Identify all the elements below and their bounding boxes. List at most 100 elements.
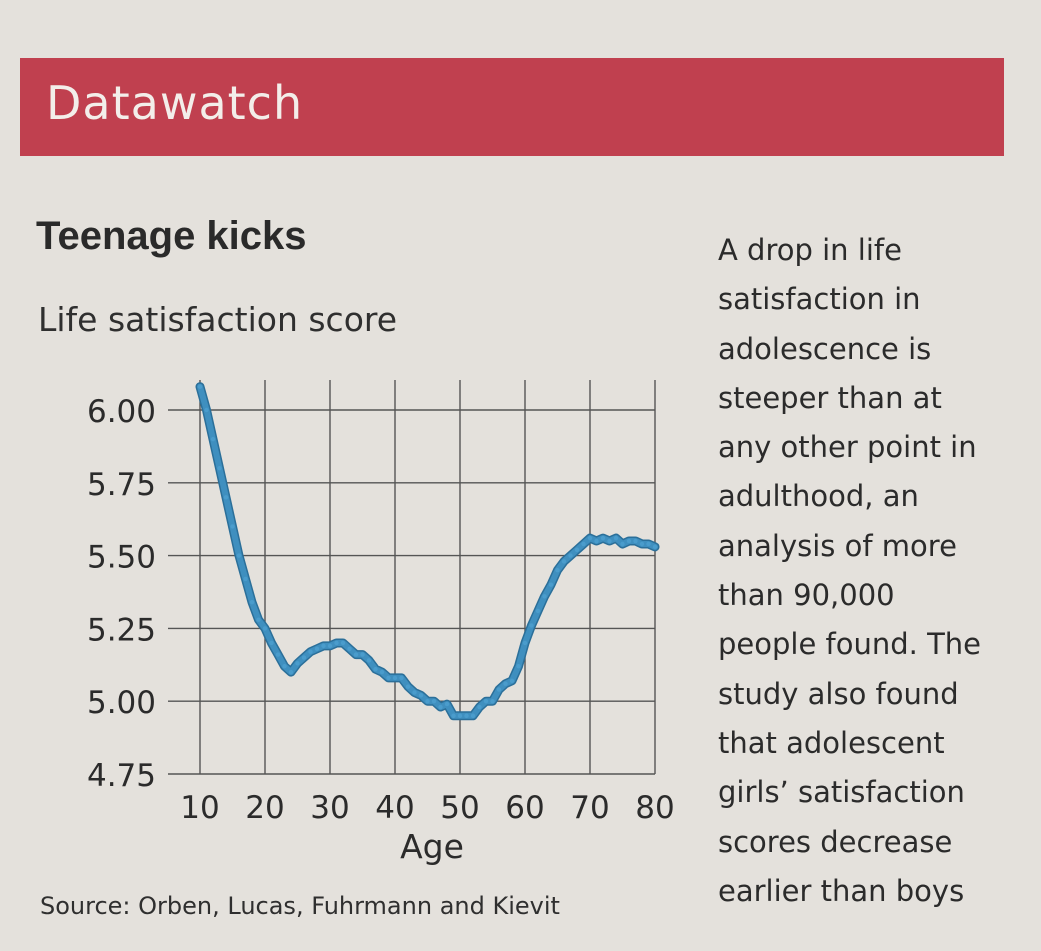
chart-series [195,382,660,721]
data-point [503,681,508,686]
data-point [282,664,287,669]
caption-line: people found. The [718,627,982,662]
caption-line: girls’ satisfaction [718,775,965,810]
data-point [425,699,430,704]
data-point [405,684,411,689]
caption-line: any other point in [718,430,977,465]
x-tick-label: 70 [570,790,609,826]
data-point [516,664,521,669]
data-point [607,538,612,544]
data-point [418,693,424,698]
data-point [587,535,593,541]
data-point [477,704,482,710]
data-point [340,640,346,646]
data-point [373,666,378,672]
data-point [626,538,632,544]
caption-line: A drop in life [718,233,902,267]
data-point [210,436,216,442]
caption-line: analysis of more [718,528,957,563]
banner-label: Datawatch [46,76,304,130]
data-point [613,535,619,541]
data-point [236,553,242,558]
data-point [600,535,606,541]
x-axis-label: Age [400,827,464,866]
data-point [197,384,203,389]
data-point [347,646,352,651]
data-point [392,675,398,681]
data-point [594,538,599,544]
data-point [314,646,320,651]
x-tick-label: 30 [310,790,349,826]
x-tick-label: 60 [505,790,544,826]
x-tick-label: 50 [440,790,479,826]
data-point [321,643,326,649]
data-point [451,713,456,718]
data-point [555,567,560,573]
chart-gridlines [168,380,656,775]
source-note: Source: Orben, Lucas, Fuhrmann and Kievi… [40,892,560,920]
caption-line: earlier than boys [718,873,965,908]
data-point [249,599,255,605]
data-point [457,713,463,718]
data-point [464,713,469,718]
series-line-outline [195,382,660,721]
chart-title: Teenage kicks [36,214,307,258]
y-tick-label: 5.75 [87,467,156,503]
data-point [574,547,580,552]
section-banner: Datawatch [20,58,1004,156]
caption-line: satisfaction in [718,282,921,317]
data-point [301,655,307,660]
data-point [633,538,638,544]
data-point [353,652,359,657]
data-point [522,640,528,646]
data-point [548,582,554,587]
caption-line: adulthood, an [718,479,919,514]
caption-text: A drop in life satisfaction in adolescen… [718,226,1018,916]
data-point [438,704,443,710]
data-point [496,687,502,692]
data-point [470,713,476,718]
data-point [288,669,294,675]
y-tick-label: 5.50 [87,540,156,576]
data-point [223,495,229,500]
data-point [444,701,450,707]
caption-line: scores decrease [718,824,953,859]
caption-line: that adolescent [718,725,945,760]
data-point [366,658,372,663]
data-point [490,699,495,704]
data-point [568,553,573,558]
data-point [561,559,567,564]
y-tick-label: 5.00 [87,685,156,721]
data-point [431,699,437,704]
caption-line: adolescence is [718,331,932,366]
data-point [262,626,268,631]
caption-line: than 90,000 [718,578,895,613]
data-point [230,524,235,529]
data-point [327,643,333,649]
data-point [360,652,365,657]
chart-subtitle: Life satisfaction score [38,300,398,339]
data-point [243,576,248,582]
x-tick-label: 20 [245,790,284,826]
caption-line: study also found [718,676,959,711]
data-point [308,649,313,654]
data-point [275,652,281,657]
x-tick-label: 80 [635,790,674,826]
y-tick-label: 4.75 [87,758,156,794]
data-point [399,675,404,681]
data-point [204,407,209,413]
data-point [334,640,339,646]
data-point [652,544,658,550]
data-point [217,466,222,471]
data-point [529,623,534,628]
chart-axes: 6.00 5.75 5.50 5.25 5.00 4.75 10 20 30 40 50 60 70 80 [87,394,675,826]
series-line [197,383,658,719]
data-point [646,541,651,547]
data-point [535,608,541,614]
data-point [483,699,489,704]
y-tick-label: 6.00 [87,394,156,430]
x-tick-label: 10 [180,790,219,826]
data-point [509,678,515,684]
data-point [542,594,547,599]
